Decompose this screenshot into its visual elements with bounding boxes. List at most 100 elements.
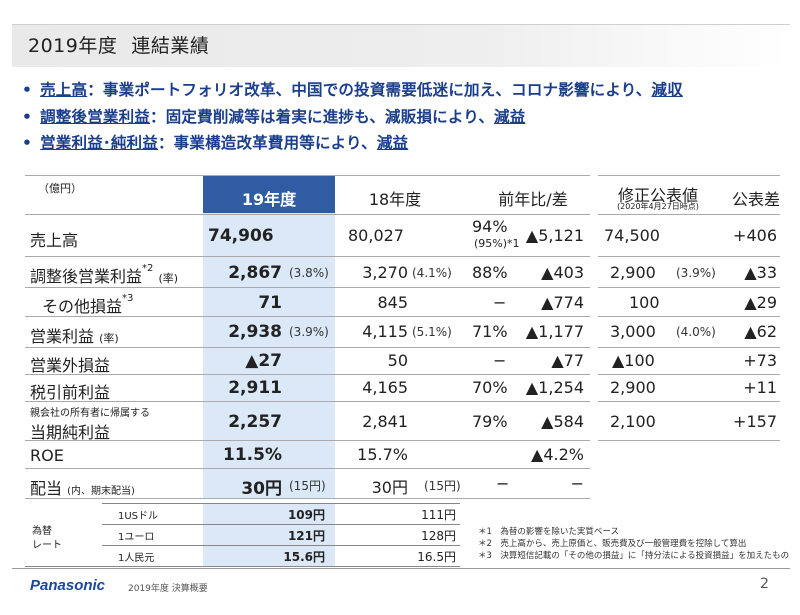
div-fy19-rate: (15円) <box>289 479 326 493</box>
row-label-net: 当期純利益 <box>30 423 111 442</box>
sales-revised: 74,500 <box>604 226 660 245</box>
fx-cny-fy18: 16.5円 <box>417 550 456 564</box>
adjop-fy19-rate: (3.8%) <box>289 266 329 280</box>
op-diff: ▲62 <box>744 322 777 341</box>
adjop-yoy-diff: ▲403 <box>541 263 584 282</box>
rule <box>598 347 780 348</box>
op-yoy-diff: ▲1,177 <box>525 322 584 341</box>
row-label-net-top: 親会社の所有者に帰属する <box>30 408 150 419</box>
fx-cny-label: 1人民元 <box>118 553 155 564</box>
fy19-highlight <box>203 176 335 499</box>
net-diff: +157 <box>733 412 777 431</box>
rule <box>598 175 780 176</box>
div-fy18: 30円 <box>371 478 408 497</box>
fx-usd-fy18: 111円 <box>421 508 456 522</box>
fx-eur-label: 1ユーロ <box>118 532 155 543</box>
rule <box>25 468 590 469</box>
pretax-yoy-diff: ▲1,254 <box>525 378 584 397</box>
op-revised-rate: (4.0%) <box>676 325 716 339</box>
fx-label-1: 為替 <box>32 526 52 537</box>
div-yoy-pct: − <box>496 474 510 493</box>
row-label-dividend: 配当 (内、期末配当) <box>30 479 135 498</box>
panasonic-logo: Panasonic <box>30 577 106 594</box>
footnote-2: ＊2 売上高から、売上原価と、販売費及び一般管理費を控除して算出 <box>478 539 747 549</box>
rule <box>25 316 590 317</box>
other-diff: ▲29 <box>744 293 777 312</box>
sales-fy18: 80,027 <box>348 226 404 245</box>
rule <box>25 498 590 499</box>
title-bar <box>12 24 790 67</box>
div-fy18-rate: (15円) <box>424 479 461 493</box>
fx-rule <box>102 545 460 546</box>
sales-yoy-pct: 94% <box>472 217 508 236</box>
rule <box>598 287 780 288</box>
rule <box>25 401 590 402</box>
roe-fy18: 15.7% <box>357 445 408 464</box>
div-fy19: 30円 <box>241 479 282 499</box>
other-yoy-pct: − <box>493 293 507 312</box>
sales-diff: +406 <box>733 226 777 245</box>
page-title: 2019年度 連結業績 <box>28 31 223 58</box>
rule <box>598 440 780 441</box>
nonop-fy18: 50 <box>387 351 408 370</box>
adjop-yoy-pct: 88% <box>472 263 508 282</box>
rule <box>598 256 780 257</box>
rule <box>25 347 590 348</box>
op-revised: 3,000 <box>610 322 656 341</box>
page-number: 2 <box>760 576 769 592</box>
sales-fy19: 74,906 <box>208 226 274 246</box>
rule <box>598 316 780 317</box>
fy19-header-bg <box>203 176 335 213</box>
row-label-adjusted-op: 調整後営業利益*2 (率) <box>30 263 179 286</box>
row-label-op: 営業利益 (率) <box>30 327 119 346</box>
rule <box>598 214 780 215</box>
bullet-adjusted-op: • 調整後営業利益：固定費削減等は着実に進捗も、減販損により、減益 <box>22 108 526 126</box>
title-year: 2019年度 <box>28 35 118 57</box>
roe-yoy-diff: ▲4.2% <box>531 445 584 464</box>
pretax-fy18: 4,165 <box>362 378 408 397</box>
other-fy19: 71 <box>258 293 282 313</box>
other-revised: 100 <box>629 293 660 312</box>
fx-usd-fy19: 109円 <box>287 508 325 522</box>
rule <box>598 374 780 375</box>
op-fy18-rate: (5.1%) <box>412 325 452 339</box>
fx-eur-fy19: 121円 <box>287 529 325 543</box>
other-yoy-diff: ▲774 <box>541 293 584 312</box>
nonop-revised: ▲100 <box>612 351 655 370</box>
adjop-fy19: 2,867 <box>228 263 282 283</box>
div-yoy-diff: − <box>570 474 584 493</box>
net-yoy-pct: 79% <box>472 412 508 431</box>
footnote-3: ＊3 決算短信記載の「その他の損益」に「持分法による投資損益」を加えたもの <box>478 551 790 561</box>
op-fy18: 4,115 <box>362 322 408 341</box>
nonop-fy19: ▲27 <box>245 351 282 371</box>
fx-eur-fy18: 128円 <box>421 529 456 543</box>
pretax-yoy-pct: 70% <box>472 378 508 397</box>
footer-divider <box>12 568 790 569</box>
rule <box>25 256 590 257</box>
fx-rule <box>25 566 460 567</box>
op-yoy-pct: 71% <box>472 322 508 341</box>
row-label-other: その他損益*3 <box>42 293 134 316</box>
fx-usd-label: 1USドル <box>118 511 159 522</box>
rule <box>25 440 590 441</box>
fx-rule <box>102 524 460 525</box>
row-label-pretax: 税引前利益 <box>30 383 111 402</box>
header-yoy: 前年比/差 <box>498 190 568 209</box>
header-revised-date: (2020年4月27日時点) <box>617 202 699 211</box>
fx-highlight <box>203 503 335 566</box>
pretax-diff: +11 <box>743 378 777 397</box>
bullet-sales: • 売上高：事業ポートフォリオ改革、中国での投資需要低迷に加え、コロナ影響により、… <box>22 81 683 99</box>
nonop-yoy-pct: − <box>493 351 507 370</box>
sales-yoy-diff: ▲5,121 <box>525 226 584 245</box>
adjop-diff: ▲33 <box>744 263 777 282</box>
fx-rule <box>102 503 460 504</box>
rule <box>25 214 590 215</box>
fx-label-2: レート <box>32 540 62 551</box>
op-fy19-rate: (3.9%) <box>289 325 329 339</box>
adjop-fy18-rate: (4.1%) <box>412 266 452 280</box>
row-label-roe: ROE <box>30 446 64 465</box>
fx-cny-fy19: 15.6円 <box>283 550 325 564</box>
header-fy18: 18年度 <box>368 190 422 209</box>
footnote-1: ＊1 為替の影響を除いた実質ベース <box>478 527 619 537</box>
sales-yoy-sub: (95%)*1 <box>474 237 520 250</box>
